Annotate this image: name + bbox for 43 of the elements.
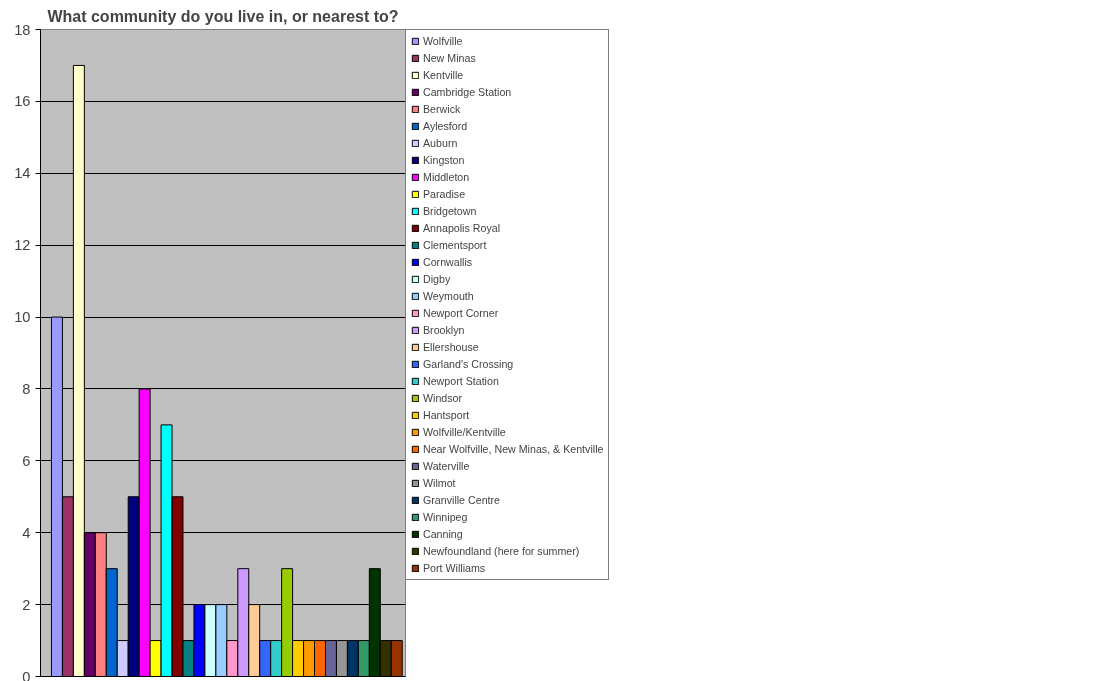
legend-label: Weymouth [423,290,474,302]
y-tick-label: 14 [14,165,31,182]
legend-label: Middleton [423,171,470,183]
y-tick-label: 16 [14,93,31,110]
y-tick-label: 18 [14,21,31,38]
legend-label: Cambridge Station [423,86,512,98]
legend-label: Winnipeg [423,511,468,523]
legend-label: Canning [423,528,463,540]
legend-label: Paradise [423,188,466,200]
chart-title: What community do you live in, or nearest to? [47,7,399,25]
y-tick-label: 2 [22,596,31,613]
legend-label: Near Wolfville, New Minas, & Kentville [423,443,604,455]
y-tick-label: 4 [22,524,31,541]
legend-label: Granville Centre [423,494,500,506]
legend-label: Kingston [423,154,465,166]
legend-label: Hantsport [423,409,470,421]
legend-label: Wolfville [423,35,463,47]
legend-label: Newfoundland (here for summer) [423,545,580,557]
legend-label: Aylesford [423,120,468,132]
legend-label: Auburn [423,137,458,149]
legend-label: Berwick [423,103,461,115]
legend-label: Garland's Crossing [423,358,514,370]
y-tick-label: 6 [22,452,31,469]
legend-label: Wolfville/Kentville [423,426,506,438]
legend-label: Clementsport [423,239,487,251]
legend-label: Ellershouse [423,341,479,353]
legend-label: Annapolis Royal [423,222,501,234]
y-tick-label: 0 [22,668,31,681]
legend-label: Newport Station [423,375,499,387]
legend-label: Waterville [423,460,470,472]
legend-label: Windsor [423,392,463,404]
legend-label: Newport Corner [423,307,499,319]
legend-label: New Minas [423,52,476,64]
legend-label: Port Williams [423,562,486,574]
legend-label: Brooklyn [423,324,465,336]
legend-label: Wilmot [423,477,456,489]
legend-label: Kentville [423,69,464,81]
y-tick-label: 12 [14,237,31,254]
y-tick-label: 8 [22,380,31,397]
y-tick-label: 10 [14,309,31,326]
legend-label: Digby [423,273,451,285]
legend-label: Cornwallis [423,256,473,268]
legend-label: Bridgetown [423,205,477,217]
